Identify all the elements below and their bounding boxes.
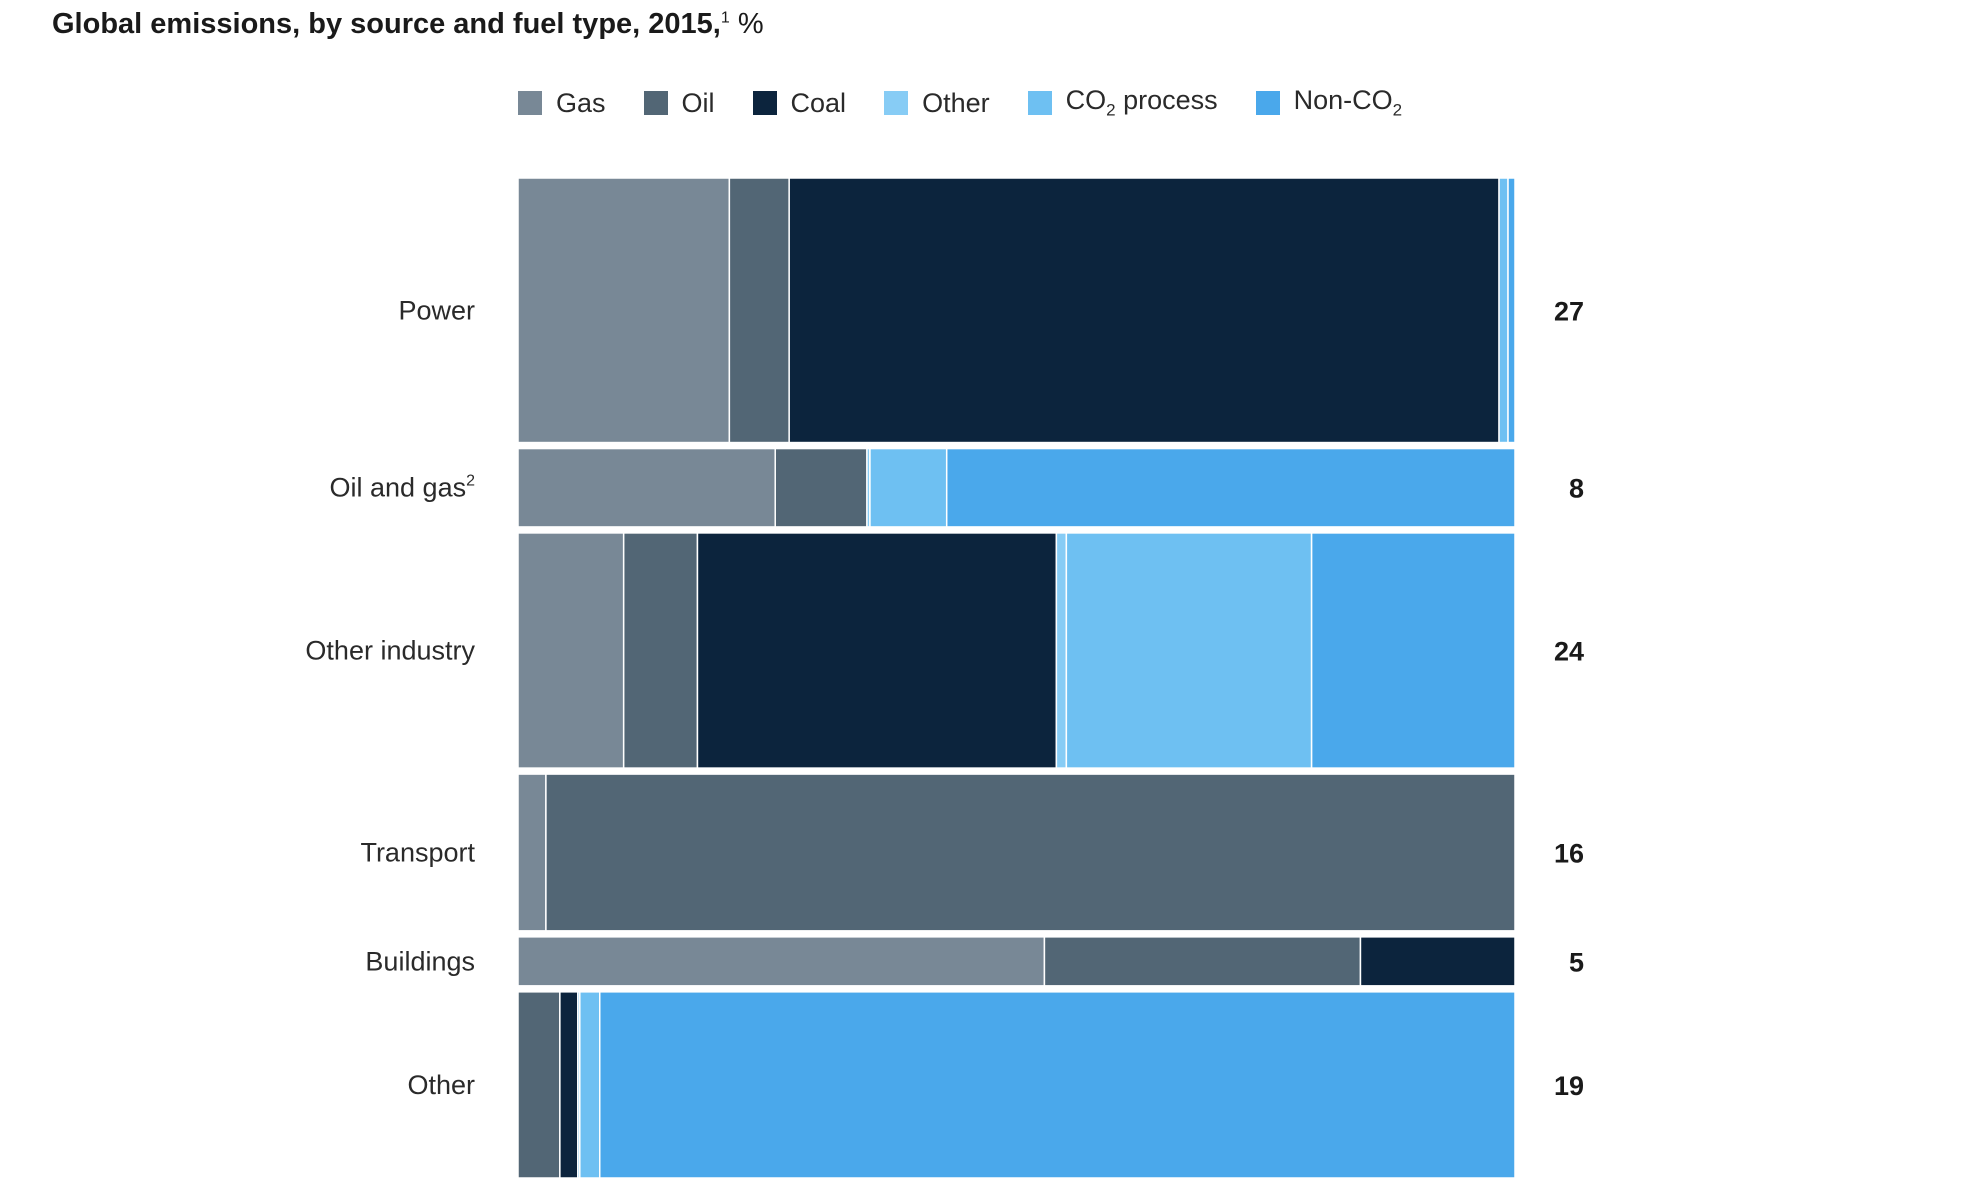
row-oil-and-gas — [517, 447, 1516, 528]
legend-swatch — [1255, 91, 1280, 115]
segment-oil — [517, 991, 561, 1179]
segment-co2-process — [1065, 532, 1313, 769]
segment-non-co2 — [599, 991, 1516, 1179]
legend-swatch — [752, 91, 777, 115]
legend-swatch — [1027, 91, 1052, 115]
segment-non-co2 — [1310, 532, 1516, 769]
segment-gas — [517, 177, 731, 444]
legend-label: Non-CO2 — [1293, 85, 1403, 120]
legend-item-oil: Oil — [643, 87, 715, 119]
segment-coal — [788, 177, 1500, 444]
row-other — [517, 991, 1516, 1179]
segment-other — [1055, 532, 1068, 769]
legend-label: Gas — [556, 87, 606, 118]
legend-swatch — [518, 91, 542, 115]
row-label: Transport — [360, 837, 475, 867]
row-total-value: 8 — [1569, 474, 1584, 504]
row-total-value: 24 — [1554, 637, 1584, 667]
title-text: Global emissions, by source and fuel typ… — [52, 8, 721, 40]
row-total-value: 19 — [1554, 1071, 1584, 1101]
legend-item-co2-process: CO2 process — [1027, 85, 1218, 120]
title-unit: % — [737, 8, 764, 40]
segment-oil — [622, 532, 699, 769]
segment-co2-process — [869, 447, 948, 528]
legend-swatch — [884, 91, 909, 115]
legend-item-non-co2: Non-CO2 — [1255, 85, 1403, 120]
row-transport — [517, 773, 1516, 932]
legend-label: CO2 process — [1065, 85, 1218, 120]
segment-co2-process — [1498, 177, 1509, 444]
row-total-value: 5 — [1569, 947, 1584, 977]
legend-item-coal: Coal — [752, 87, 847, 119]
segment-oil — [728, 177, 790, 444]
segment-coal — [1359, 936, 1516, 987]
segment-non-co2 — [945, 447, 1516, 528]
segment-gas — [517, 532, 625, 769]
row-total-value: 16 — [1554, 838, 1584, 868]
legend-label: Other — [922, 87, 990, 118]
row-label: Other — [407, 1070, 475, 1100]
segment-gas — [517, 447, 776, 528]
segment-oil — [545, 773, 1516, 932]
row-label: Oil and gas2 — [330, 473, 476, 503]
row-total-value: 27 — [1554, 296, 1584, 326]
legend-item-other: Other — [884, 88, 990, 119]
segment-coal — [559, 991, 579, 1179]
legend: Gas Oil Coal Other CO2 process Non-CO2 — [518, 85, 1440, 120]
segment-coal — [696, 532, 1058, 769]
segment-oil — [1043, 936, 1362, 987]
segment-oil — [774, 447, 868, 528]
row-other-industry — [517, 532, 1516, 769]
segment-non-co2 — [1507, 177, 1516, 444]
chart-title: Global emissions, by source and fuel typ… — [52, 8, 764, 41]
legend-label: Oil — [681, 87, 715, 118]
legend-label: Coal — [790, 87, 847, 118]
legend-item-gas: Gas — [518, 88, 606, 119]
row-label: Power — [398, 295, 475, 325]
row-label: Other industry — [305, 636, 475, 666]
row-label: Buildings — [365, 946, 475, 976]
legend-swatch — [643, 91, 668, 115]
segment-gas — [517, 936, 1046, 987]
segment-gas — [517, 773, 547, 932]
row-buildings — [517, 936, 1516, 987]
title-footnote: 1 — [720, 9, 730, 27]
row-power — [517, 177, 1516, 444]
segment-co2-process — [579, 991, 601, 1179]
